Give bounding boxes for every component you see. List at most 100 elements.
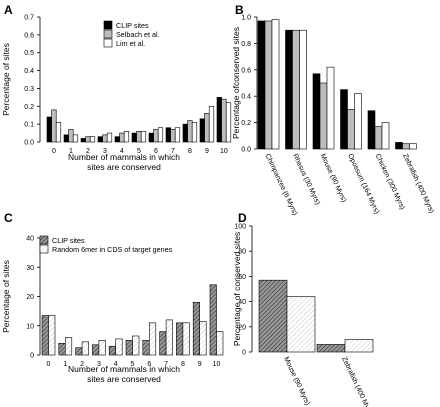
panel-letter-a: A (4, 3, 13, 17)
panel-a-bar (63, 134, 69, 143)
panel-b-x-tick-label: Chimpanzee (6 Myrs) (264, 153, 299, 217)
panel-a-bar (85, 136, 91, 143)
panel-a-x-axis-label: Number of mammals in which (68, 152, 180, 162)
panel-a-bar (89, 136, 96, 143)
panel-b-bar (381, 122, 390, 150)
panel-c-bar (92, 344, 100, 356)
panel-a-bar (97, 136, 103, 143)
panel-d-y-axis-label: Percentage of conserved sites (232, 232, 242, 346)
panel-a-bar (157, 127, 164, 143)
panel-b-bar (367, 110, 376, 150)
panel-b-y-tick-label: 0.6 (241, 67, 251, 74)
panel-c-x-tick-label: 3 (97, 361, 101, 368)
panel-c-bar (41, 315, 49, 356)
panel-c-x-axis-label: sites are conserved (87, 374, 161, 384)
panel-a-bar (119, 132, 125, 143)
panel-d-y-tick-label: 80 (238, 249, 246, 256)
panel-a-x-tick-label: 1 (69, 148, 73, 155)
panel-b-bar (312, 73, 321, 150)
panel-b-bar (354, 93, 362, 150)
panel-c-bar (182, 322, 190, 356)
panel-a-bar (216, 97, 222, 143)
panel-b-bar (264, 20, 273, 150)
panel-a-x-tick-label: 7 (171, 148, 175, 155)
panel-a-bar (153, 129, 159, 143)
panel-a-chart: 0.0 0.1 0.2 0.3 0.4 0.5 0.6 0.7 Percentage of si… (1, 15, 232, 172)
panel-c-x-tick-label: 5 (131, 361, 135, 368)
panel-a-y-tick-label: 0.1 (24, 122, 34, 129)
panel-d-x-tick-label: Zebrafish (400 Myrs) (340, 356, 374, 407)
panel-d-bar (258, 279, 288, 353)
panel-c-bar (149, 322, 157, 356)
panel-b-bar (271, 19, 280, 150)
panel-c-y-tick-label: 40 (26, 236, 34, 243)
panel-a-bar (208, 105, 215, 143)
panel-a-x-tick-label: 8 (188, 148, 192, 155)
panel-c-legend-label: CLIP sites (52, 236, 85, 245)
panel-b-bar (292, 29, 300, 150)
panel-a-y-axis-label: Percentage of sites (1, 43, 11, 116)
panel-b-bar (319, 82, 328, 150)
panel-a-bar (106, 132, 113, 143)
panel-a-bar (187, 120, 193, 143)
panel-c-bar (58, 342, 66, 356)
panel-c-bar (65, 337, 73, 356)
panel-b-bar (374, 126, 383, 150)
panel-a-x-axis-label: sites are conserved (87, 162, 161, 172)
panel-a-x-tick-label: 2 (86, 148, 90, 155)
panel-b-bar (326, 66, 335, 150)
panel-a-bar (55, 122, 62, 143)
panel-a-bar (114, 136, 120, 143)
panel-c-x-axis-label: Number of mammals in which (68, 364, 180, 374)
panel-d-y-tick-label: 60 (238, 274, 246, 281)
panel-b-x-tick-label: Chicken (300 Myrs) (374, 153, 406, 211)
panel-b-x-tick-label: Opossum (164 Myrs) (346, 153, 380, 215)
panel-a-bar (136, 130, 142, 143)
panel-b-bar (340, 89, 348, 150)
panel-a-y-tick-label: 0.3 (24, 86, 34, 93)
panel-a-x-tick-label: 0 (52, 148, 56, 155)
panel-c-bar (159, 331, 167, 356)
panel-b-bar (257, 20, 266, 150)
panel-c-x-tick-label: 7 (164, 361, 168, 368)
panel-c-bar (125, 340, 133, 356)
panel-c-x-tick-label: 4 (114, 361, 118, 368)
panel-a-bar (170, 129, 176, 143)
panel-c-y-tick-label: 10 (26, 323, 34, 330)
panel-a-bar (221, 98, 227, 143)
panel-c-bar (75, 347, 83, 356)
panel-d-bar (316, 344, 346, 353)
panel-b-bar (402, 143, 410, 150)
panel-c-bar (216, 331, 224, 356)
panel-c-chart: 0 10 20 30 40 Percentage of sites 0 1 2 3 4 5 6 7 8 9 10… (1, 236, 224, 384)
panel-a-y-tick-label: 0.0 (24, 140, 34, 147)
panel-a-bar (191, 122, 198, 143)
panel-a-legend-label: Lim et al. (116, 39, 145, 48)
panel-b-bar (347, 109, 355, 150)
panel-c-y-tick-label: 20 (26, 294, 34, 301)
panel-a-legend-label: CLIP sites (116, 21, 149, 30)
panel-a-bar (51, 109, 57, 143)
panel-b-y-tick-label: 0.8 (241, 41, 251, 48)
panel-a-bar (46, 116, 52, 143)
panel-c-bar (142, 340, 150, 356)
panel-d-y-tick-label: 20 (238, 324, 246, 331)
panel-a-bar (225, 102, 232, 143)
panel-c-bar (81, 341, 89, 356)
panel-letter-c: C (4, 211, 13, 225)
panel-c-x-tick-label: 1 (63, 361, 67, 368)
panel-c-bar (176, 322, 184, 356)
panel-c-bar (115, 338, 123, 356)
panel-c-x-tick-label: 8 (181, 361, 185, 368)
panel-a-y-tick-label: 0.6 (24, 32, 34, 39)
panel-a-y-tick-label: 0.5 (24, 50, 34, 57)
panel-c-bar (209, 284, 217, 356)
panel-c-bar (48, 315, 56, 356)
panel-c-x-tick-label: 0 (47, 361, 51, 368)
panel-a-x-tick-label: 3 (103, 148, 107, 155)
panel-c-bar (192, 302, 200, 356)
panel-a-bar (165, 127, 171, 143)
panel-a-bar (182, 123, 188, 143)
panel-c-bar (108, 345, 116, 356)
